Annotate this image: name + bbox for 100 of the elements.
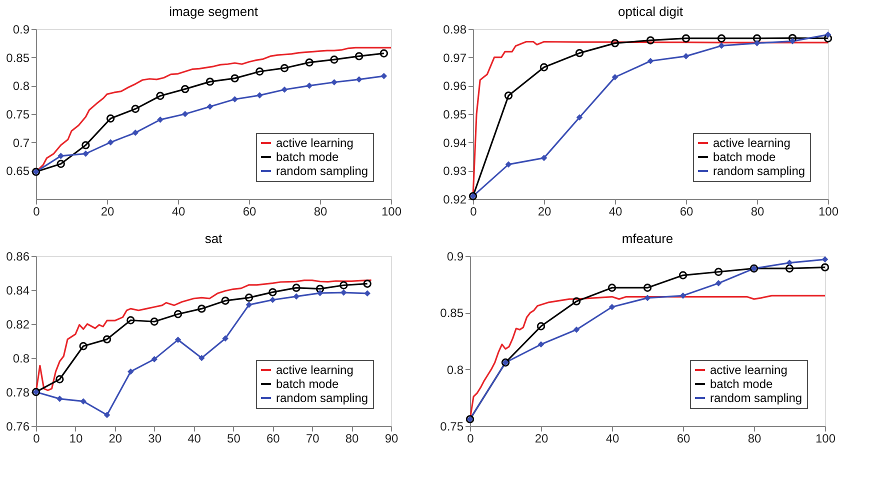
y-tick-label: 0.93 bbox=[443, 164, 467, 178]
point bbox=[180, 84, 190, 94]
point bbox=[104, 412, 110, 418]
x-tick-label: 40 bbox=[606, 432, 620, 446]
y-tick-label: 0.82 bbox=[6, 318, 30, 332]
y-tick-label: 0.96 bbox=[443, 79, 467, 94]
x-tick-label: 100 bbox=[818, 204, 839, 218]
point bbox=[131, 104, 140, 113]
legend-label: random sampling bbox=[276, 391, 368, 405]
x-tick-label: 20 bbox=[108, 432, 122, 446]
point bbox=[646, 36, 655, 44]
x-tick-label: 20 bbox=[100, 204, 114, 218]
point bbox=[206, 103, 214, 110]
x-tick-label: 60 bbox=[266, 432, 280, 446]
y-tick-label: 0.97 bbox=[443, 50, 467, 65]
point bbox=[608, 304, 616, 310]
y-tick-label: 0.9 bbox=[446, 250, 464, 264]
point bbox=[107, 139, 114, 146]
point bbox=[380, 72, 388, 80]
point bbox=[786, 260, 793, 266]
point bbox=[102, 335, 112, 344]
point bbox=[56, 160, 65, 168]
point bbox=[128, 368, 134, 375]
point bbox=[680, 292, 686, 299]
legend-label: active learning bbox=[276, 136, 354, 150]
point bbox=[157, 116, 164, 123]
point bbox=[682, 34, 690, 42]
point bbox=[715, 280, 722, 286]
point bbox=[644, 294, 651, 302]
point bbox=[340, 289, 347, 296]
x-tick-label: 80 bbox=[750, 204, 764, 218]
x-tick-label: 40 bbox=[608, 204, 622, 218]
point bbox=[256, 92, 263, 98]
x-tick-label: 0 bbox=[470, 204, 478, 218]
point bbox=[230, 74, 239, 82]
point bbox=[256, 67, 264, 76]
x-tick-label: 80 bbox=[314, 204, 328, 218]
point bbox=[575, 48, 584, 58]
y-tick-label: 0.8 bbox=[12, 352, 30, 366]
point bbox=[608, 284, 616, 292]
point bbox=[540, 63, 548, 72]
x-tick-label: 100 bbox=[381, 204, 402, 218]
point bbox=[505, 161, 512, 168]
legend-label: batch mode bbox=[710, 377, 774, 391]
point bbox=[82, 141, 90, 150]
x-tick-label: 40 bbox=[172, 204, 186, 218]
x-tick-label: 60 bbox=[680, 204, 694, 218]
point bbox=[316, 290, 324, 296]
y-tick-label: 0.98 bbox=[443, 22, 467, 36]
point bbox=[305, 58, 314, 67]
y-tick-label: 0.76 bbox=[6, 420, 30, 434]
legend-label: random sampling bbox=[710, 391, 802, 405]
y-tick-label: 0.85 bbox=[440, 306, 464, 320]
point bbox=[174, 310, 182, 318]
point bbox=[610, 39, 620, 48]
y-tick-label: 0.95 bbox=[443, 108, 467, 122]
legend-label: batch mode bbox=[276, 377, 340, 391]
x-tick-label: 60 bbox=[676, 432, 690, 446]
x-tick-label: 40 bbox=[188, 432, 202, 446]
y-tick-label: 0.84 bbox=[6, 284, 30, 298]
point bbox=[717, 34, 726, 42]
chart-title: mfeature bbox=[622, 231, 674, 246]
point bbox=[174, 336, 182, 343]
x-tick-label: 20 bbox=[534, 432, 548, 446]
point bbox=[268, 288, 277, 296]
point bbox=[340, 281, 348, 290]
point bbox=[536, 322, 546, 330]
point bbox=[293, 293, 300, 300]
point bbox=[682, 53, 690, 60]
point bbox=[356, 76, 362, 83]
point bbox=[316, 284, 324, 293]
point bbox=[612, 74, 618, 80]
point bbox=[714, 268, 723, 276]
point bbox=[156, 92, 164, 100]
point bbox=[573, 326, 580, 333]
point bbox=[822, 256, 828, 263]
y-tick-label: 0.86 bbox=[6, 250, 30, 264]
point bbox=[56, 375, 64, 384]
y-tick-label: 0.92 bbox=[443, 192, 467, 206]
point bbox=[678, 271, 688, 280]
point bbox=[752, 34, 762, 42]
legend-label: batch mode bbox=[276, 150, 340, 164]
point bbox=[576, 114, 583, 121]
chart-title: image segment bbox=[169, 4, 258, 19]
point bbox=[292, 284, 300, 292]
x-tick-label: 60 bbox=[242, 204, 256, 218]
x-tick-label: 0 bbox=[33, 432, 40, 446]
point bbox=[789, 38, 796, 44]
point bbox=[151, 356, 158, 362]
point bbox=[280, 64, 289, 72]
x-tick-label: 80 bbox=[748, 432, 762, 446]
x-tick-label: 20 bbox=[538, 204, 552, 218]
y-tick-label: 0.78 bbox=[6, 386, 30, 400]
x-tick-label: 100 bbox=[815, 432, 836, 446]
point bbox=[80, 398, 86, 405]
point bbox=[504, 91, 513, 100]
point bbox=[150, 318, 158, 326]
y-tick-label: 0.85 bbox=[6, 50, 30, 65]
point bbox=[198, 354, 205, 362]
point bbox=[79, 342, 88, 350]
